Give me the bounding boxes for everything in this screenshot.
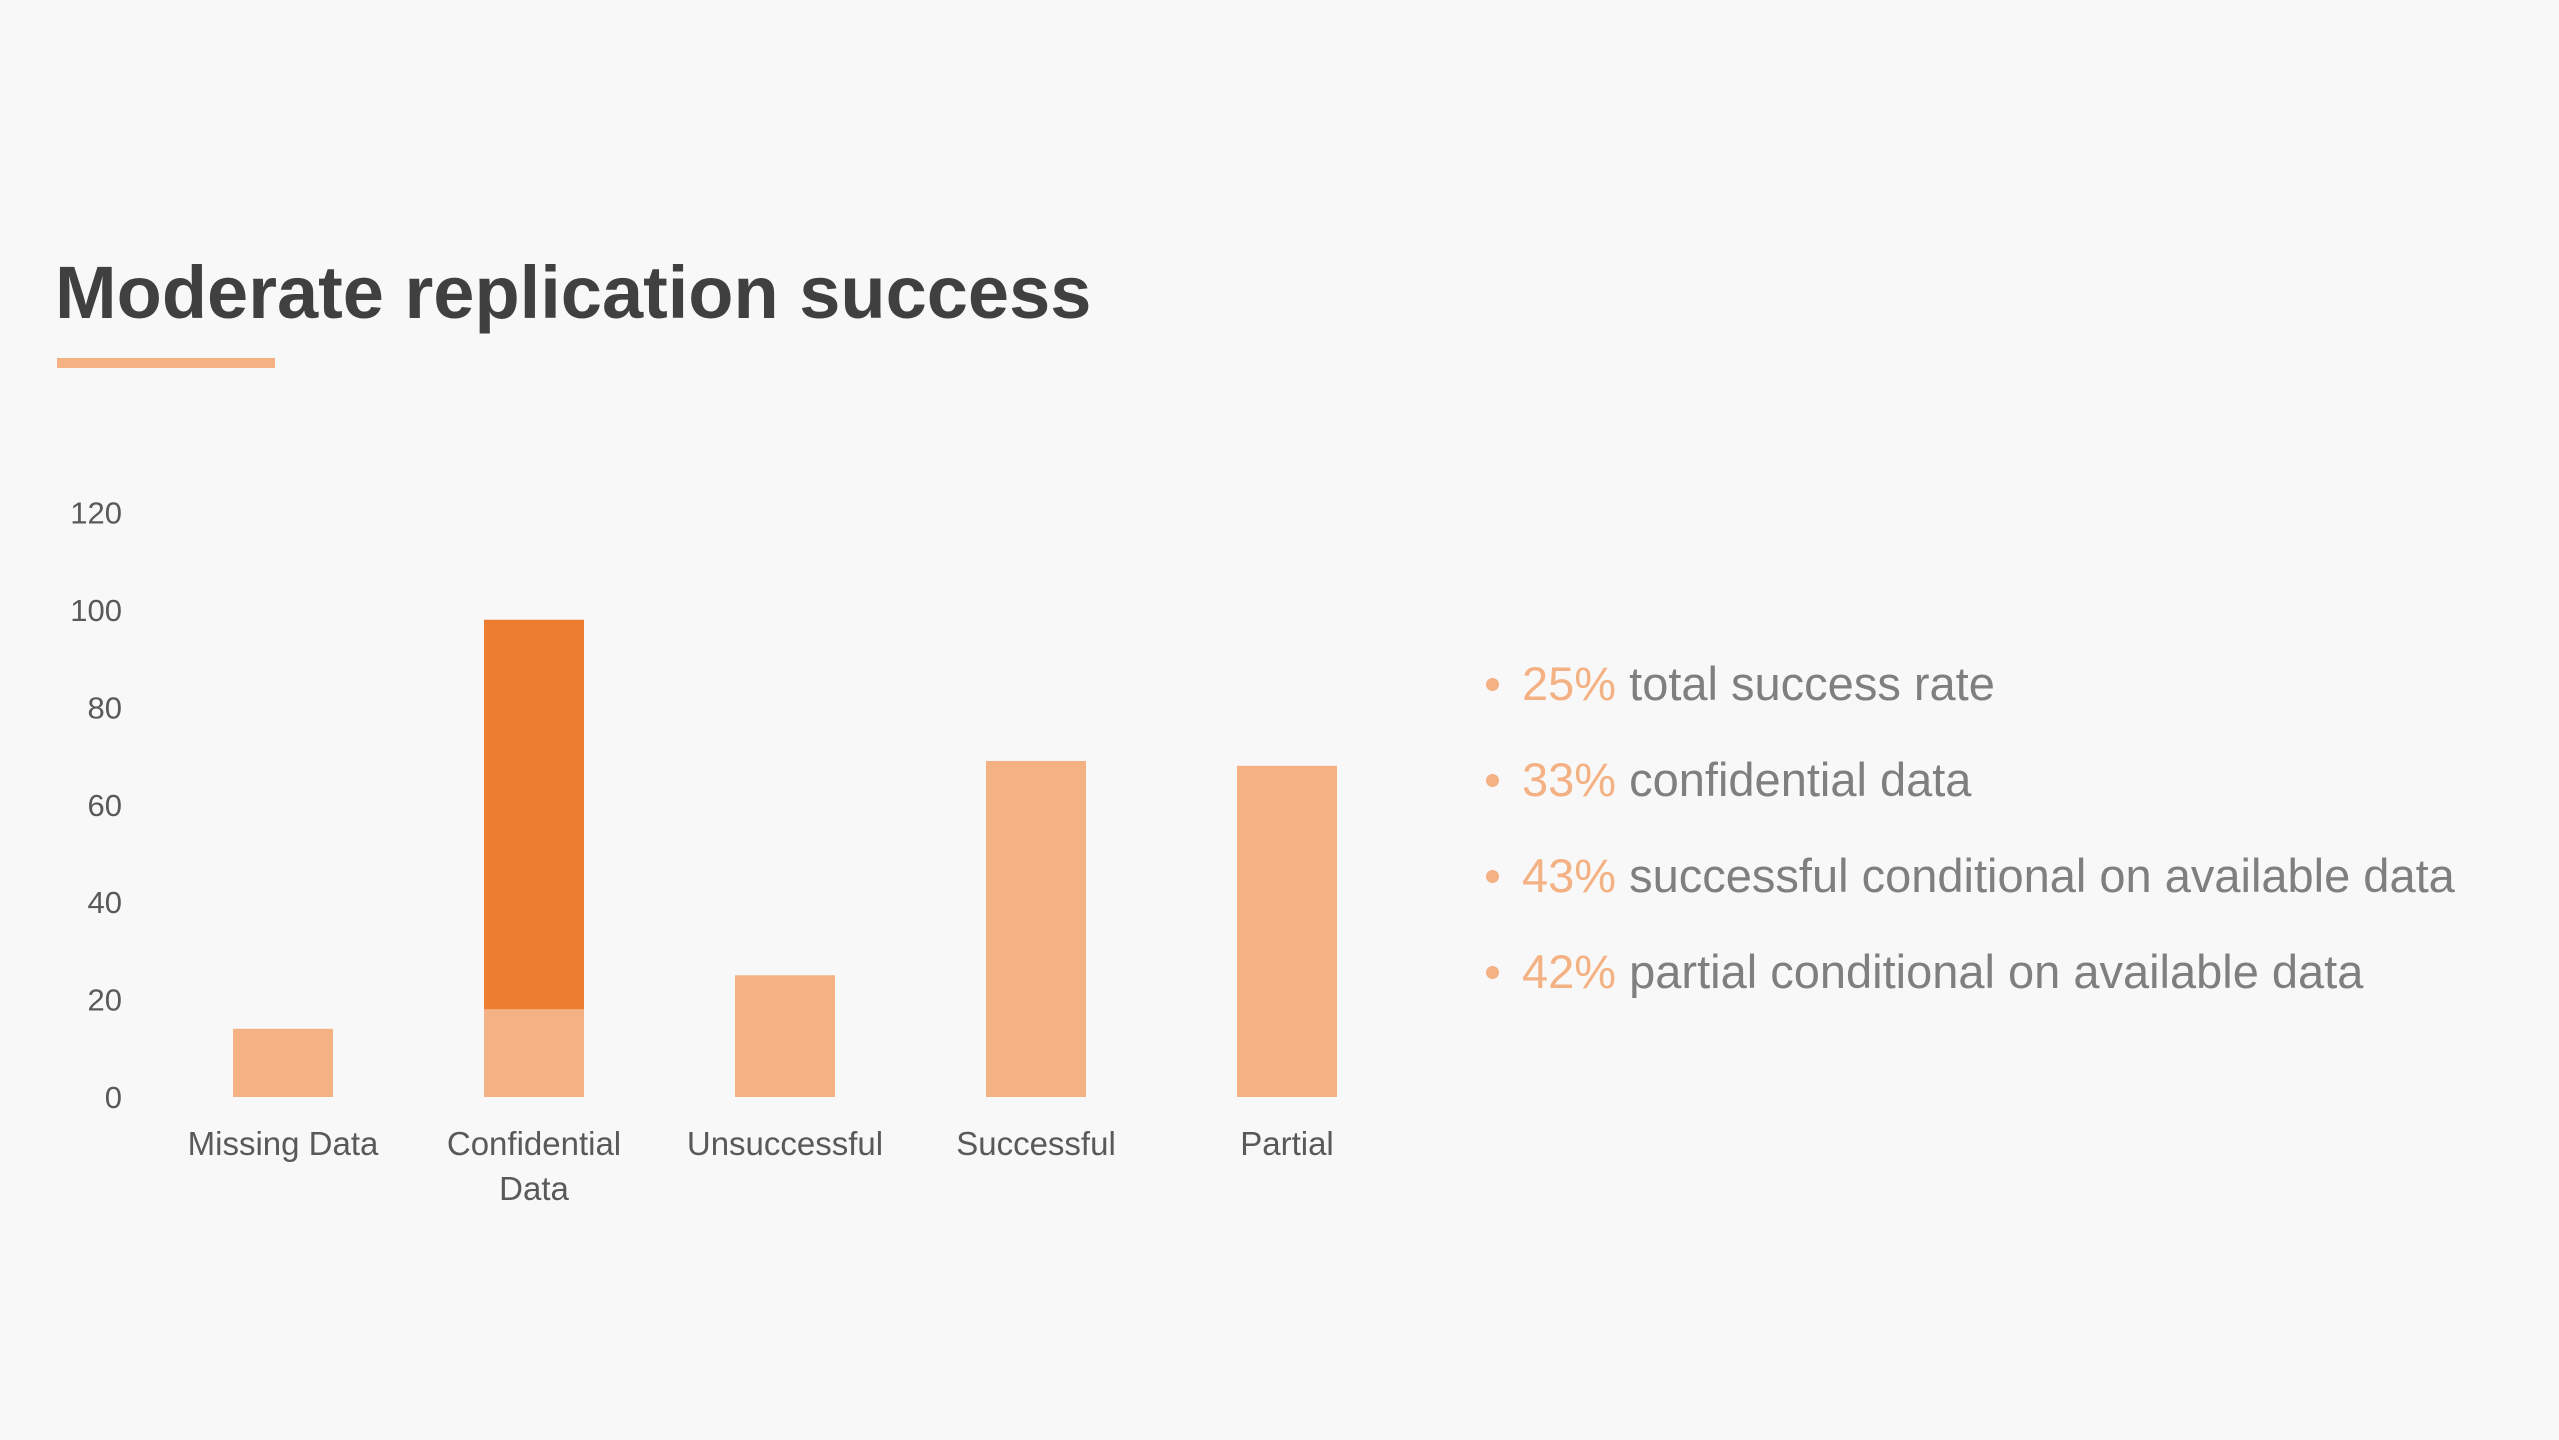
bullet-dot-icon bbox=[1486, 774, 1499, 787]
y-axis-ticks: 0 20 40 60 80 100 120 bbox=[70, 496, 122, 1115]
bullet-dot-icon bbox=[1486, 966, 1499, 979]
bar-segment bbox=[735, 975, 835, 1097]
bullet-text: successful conditional on available data bbox=[1629, 849, 2455, 902]
bullet-dot-icon bbox=[1486, 870, 1499, 883]
bar-segment bbox=[1237, 765, 1337, 1097]
y-tick-label: 40 bbox=[88, 885, 122, 920]
x-category-label: Unsuccessful bbox=[687, 1125, 883, 1162]
bullet-text: total success rate bbox=[1629, 657, 1995, 710]
bullet-percent: 43% bbox=[1522, 849, 1617, 902]
bullet-dot-icon bbox=[1486, 678, 1499, 691]
bullet-item: 42% partial conditional on available dat… bbox=[1480, 936, 2455, 1032]
y-tick-label: 20 bbox=[88, 983, 122, 1018]
bullet-item: 25% total success rate bbox=[1480, 648, 2455, 744]
bullet-percent: 25% bbox=[1522, 657, 1617, 710]
title-accent-bar bbox=[57, 358, 275, 368]
y-tick-label: 100 bbox=[70, 593, 122, 628]
bar-segment bbox=[986, 760, 1086, 1097]
x-category-label: Confidential Data bbox=[447, 1125, 621, 1207]
y-tick-label: 60 bbox=[88, 788, 122, 823]
x-category-label: Successful bbox=[956, 1125, 1116, 1162]
bar-segment bbox=[233, 1028, 333, 1097]
bullet-text: confidential data bbox=[1629, 753, 1972, 806]
bar-segment bbox=[484, 619, 584, 1010]
summary-bullets: 25% total success rate 33% confidential … bbox=[1480, 648, 2455, 1032]
bars bbox=[233, 619, 1337, 1097]
x-category-label: Partial bbox=[1240, 1125, 1334, 1162]
y-tick-label: 0 bbox=[105, 1080, 122, 1115]
bullet-item: 33% confidential data bbox=[1480, 744, 2455, 840]
bar-segment bbox=[484, 1009, 584, 1097]
y-tick-label: 80 bbox=[88, 690, 122, 725]
stacked-bar-chart: 0 20 40 60 80 100 120 Missing Data Confidential… bbox=[70, 496, 1337, 1207]
bullet-item: 43% successful conditional on available … bbox=[1480, 840, 2455, 936]
slide-title: Moderate replication success bbox=[55, 251, 1092, 334]
x-axis-labels: Missing Data Confidential Data Unsuccessful… bbox=[188, 1125, 1334, 1207]
bullet-text: partial conditional on available data bbox=[1629, 945, 2364, 998]
bullet-percent: 42% bbox=[1522, 945, 1617, 998]
x-category-label: Missing Data bbox=[188, 1125, 379, 1162]
bullet-percent: 33% bbox=[1522, 753, 1617, 806]
y-tick-label: 120 bbox=[70, 496, 122, 531]
